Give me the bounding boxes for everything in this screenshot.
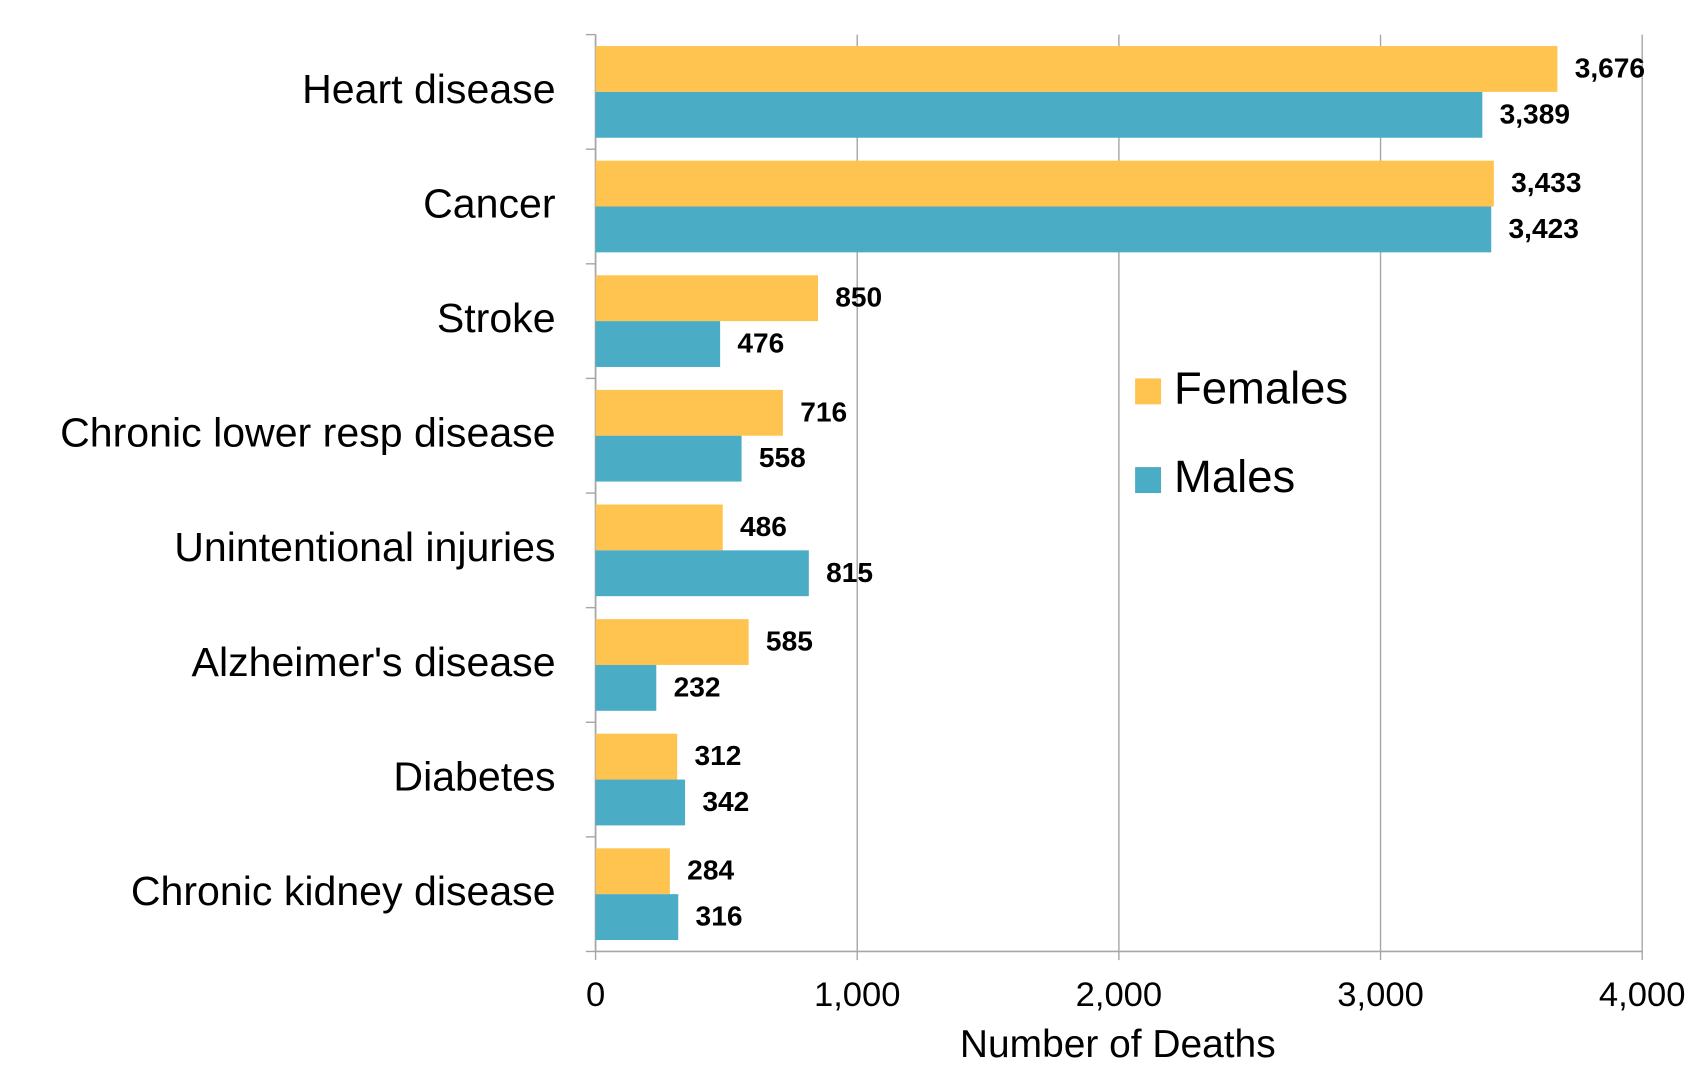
- bar: [595, 894, 679, 941]
- legend-swatch: [1135, 467, 1162, 494]
- x-tick-label: 2,000: [1076, 976, 1163, 1014]
- bar: [595, 160, 1494, 207]
- y-tick-label: Cancer: [423, 180, 555, 226]
- legend-label: Males: [1174, 451, 1295, 502]
- bar: [595, 848, 670, 895]
- value-label: 815: [826, 557, 873, 588]
- value-label: 558: [759, 442, 806, 473]
- value-label: 3,676: [1575, 52, 1645, 83]
- x-tick-label: 4,000: [1599, 976, 1686, 1014]
- bar: [595, 733, 678, 780]
- x-tick-label: 0: [586, 976, 605, 1014]
- y-tick-label: Unintentional injuries: [174, 524, 555, 570]
- y-tick-label: Chronic lower resp disease: [60, 410, 555, 456]
- bar: [595, 779, 686, 826]
- bar: [595, 275, 818, 322]
- value-label: 476: [737, 328, 784, 359]
- x-tick-label: 3,000: [1337, 976, 1424, 1014]
- value-label: 486: [740, 511, 787, 542]
- bar: [595, 664, 657, 711]
- bar: [595, 321, 721, 367]
- bar: [595, 91, 1483, 138]
- value-label: 284: [687, 855, 734, 886]
- value-label: 3,389: [1500, 98, 1570, 129]
- y-tick-label: Alzheimer's disease: [192, 639, 556, 685]
- y-tick-label: Chronic kidney disease: [131, 868, 556, 914]
- value-label: 3,433: [1511, 167, 1581, 198]
- bar: [595, 46, 1558, 92]
- value-label: 850: [835, 282, 882, 313]
- legend-label: Females: [1174, 362, 1348, 413]
- value-label: 3,423: [1509, 213, 1579, 244]
- bar: [595, 550, 809, 597]
- y-tick-label: Diabetes: [393, 753, 555, 799]
- y-tick-label: Heart disease: [302, 66, 555, 112]
- x-tick-label: 1,000: [814, 976, 901, 1014]
- bar: [595, 389, 783, 436]
- value-label: 342: [702, 786, 749, 817]
- y-tick-label: Stroke: [437, 295, 556, 341]
- value-label: 316: [696, 901, 743, 932]
- value-label: 312: [695, 740, 742, 771]
- value-label: 716: [800, 396, 847, 427]
- value-label: 232: [674, 671, 721, 702]
- bar: [595, 504, 723, 551]
- value-label: 585: [766, 626, 813, 657]
- bar: [595, 206, 1492, 253]
- bar: [595, 435, 742, 482]
- legend-swatch: [1135, 378, 1162, 405]
- x-axis-title: Number of Deaths: [960, 1023, 1276, 1065]
- bar: [595, 619, 749, 665]
